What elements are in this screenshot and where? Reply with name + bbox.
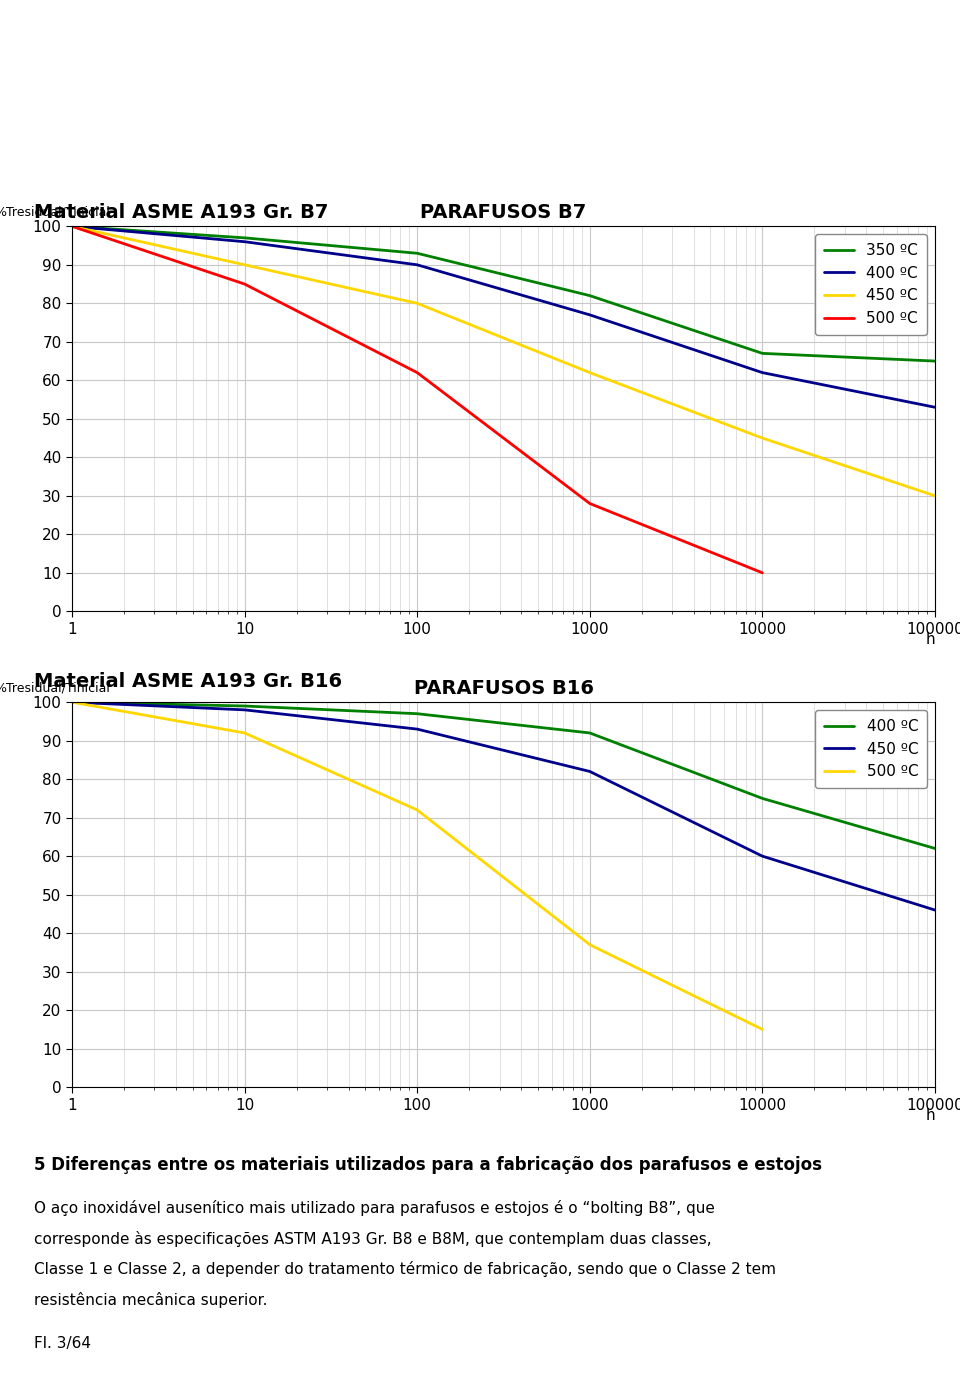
400 ºC xyxy=(239,698,251,714)
500 ºC xyxy=(584,495,595,512)
450 ºC xyxy=(412,721,423,738)
350 ºC xyxy=(584,288,595,304)
Line: 400 ºC: 400 ºC xyxy=(72,702,935,848)
400 ºC xyxy=(756,364,768,381)
Text: Classe 1 e Classe 2, a depender do tratamento térmico de fabricação, sendo que o: Classe 1 e Classe 2, a depender do trata… xyxy=(34,1261,776,1277)
400 ºC xyxy=(412,256,423,273)
400 ºC xyxy=(66,219,78,235)
450 ºC xyxy=(756,848,768,865)
400 ºC xyxy=(66,693,78,710)
400 ºC xyxy=(412,706,423,722)
Text: corresponde às especificações ASTM A193 Gr. B8 e B8M, que contemplam duas classe: corresponde às especificações ASTM A193 … xyxy=(34,1230,711,1247)
500 ºC xyxy=(66,693,78,710)
400 ºC xyxy=(239,234,251,251)
Text: Material ASME A193 Gr. B7: Material ASME A193 Gr. B7 xyxy=(34,203,328,223)
350 ºC xyxy=(929,353,941,370)
Text: Material ASME A193 Gr. B16: Material ASME A193 Gr. B16 xyxy=(34,673,342,691)
Text: Fl. 3/64: Fl. 3/64 xyxy=(34,1336,90,1351)
500 ºC xyxy=(584,937,595,954)
Text: O aço inoxidável ausenítico mais utilizado para parafusos e estojos é o “bolting: O aço inoxidável ausenítico mais utiliza… xyxy=(34,1200,714,1217)
Line: 450 ºC: 450 ºC xyxy=(72,702,935,911)
450 ºC xyxy=(929,902,941,919)
450 ºC xyxy=(66,219,78,235)
400 ºC xyxy=(929,840,941,857)
Title: PARAFUSOS B16: PARAFUSOS B16 xyxy=(414,678,593,698)
Line: 400 ºC: 400 ºC xyxy=(72,227,935,407)
500 ºC xyxy=(239,275,251,292)
Legend: 400 ºC, 450 ºC, 500 ºC: 400 ºC, 450 ºC, 500 ºC xyxy=(815,710,927,789)
450 ºC xyxy=(239,702,251,718)
Title: PARAFUSOS B7: PARAFUSOS B7 xyxy=(420,203,587,221)
500 ºC xyxy=(66,219,78,235)
350 ºC xyxy=(412,245,423,262)
Text: h: h xyxy=(925,632,935,648)
350 ºC xyxy=(239,230,251,246)
Text: 5 Diferenças entre os materiais utilizados para a fabricação dos parafusos e est: 5 Diferenças entre os materiais utilizad… xyxy=(34,1156,822,1174)
Legend: 350 ºC, 400 ºC, 450 ºC, 500 ºC: 350 ºC, 400 ºC, 450 ºC, 500 ºC xyxy=(814,234,927,335)
450 ºC xyxy=(239,256,251,273)
400 ºC xyxy=(756,790,768,807)
400 ºC xyxy=(584,307,595,324)
Text: h: h xyxy=(925,1109,935,1124)
500 ºC xyxy=(756,1021,768,1038)
400 ºC xyxy=(584,725,595,742)
500 ºC xyxy=(412,801,423,818)
450 ºC xyxy=(929,487,941,504)
Line: 500 ºC: 500 ºC xyxy=(72,227,762,573)
450 ºC xyxy=(66,693,78,710)
Line: 450 ºC: 450 ºC xyxy=(72,227,935,495)
500 ºC xyxy=(756,565,768,581)
500 ºC xyxy=(239,725,251,742)
500 ºC xyxy=(412,364,423,381)
Text: resistência mecânica superior.: resistência mecânica superior. xyxy=(34,1291,267,1308)
450 ºC xyxy=(756,430,768,447)
400 ºC xyxy=(929,399,941,415)
Text: %Tresidual/Tinicial: %Tresidual/Tinicial xyxy=(0,206,110,219)
450 ºC xyxy=(584,364,595,381)
Text: %Tresidual/Tinicial: %Tresidual/Tinicial xyxy=(0,681,110,695)
450 ºC xyxy=(412,295,423,311)
350 ºC xyxy=(66,219,78,235)
450 ºC xyxy=(584,763,595,779)
350 ºC xyxy=(756,345,768,361)
Line: 500 ºC: 500 ºC xyxy=(72,702,762,1030)
Line: 350 ºC: 350 ºC xyxy=(72,227,935,361)
